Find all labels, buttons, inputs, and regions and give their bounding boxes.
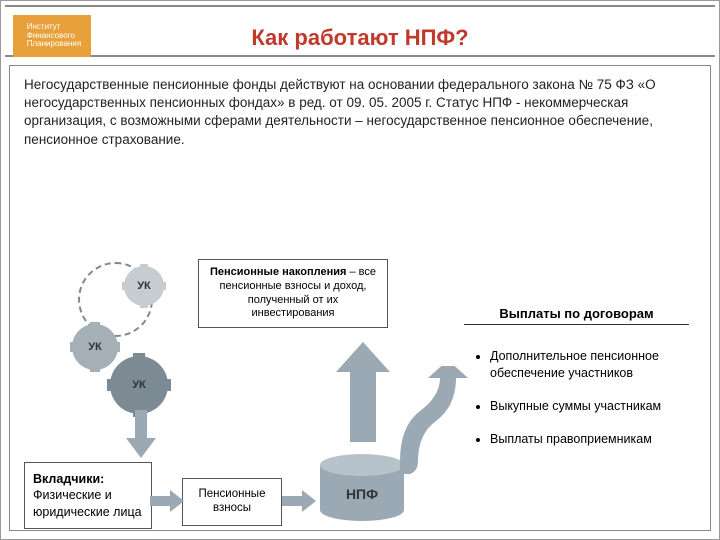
payouts-title: Выплаты по договорам [464, 306, 689, 325]
npf-cylinder: НПФ [320, 454, 404, 524]
cylinder-top [320, 454, 404, 476]
gear-uk-small: УК [124, 266, 164, 306]
investors-box: Вкладчики: Физические и юридические лица [24, 462, 152, 529]
npf-label: НПФ [320, 486, 404, 502]
header-strip: Институт Финансового Планирования Как ра… [5, 5, 715, 57]
contributions-box: Пенсионные взносы [182, 478, 282, 526]
arrow-right-small-icon [150, 490, 184, 512]
bullet-item: Выплаты правоприемникам [490, 431, 701, 448]
bullet-item: Дополнительное пенсионное обеспечение уч… [490, 348, 701, 382]
slide: Институт Финансового Планирования Как ра… [0, 0, 720, 540]
content-frame: Негосударственные пенсионные фонды дейст… [9, 65, 711, 531]
investors-rest: Физические и юридические лица [33, 488, 142, 518]
savings-box: Пенсионные накопления – все пенсионные в… [198, 259, 388, 328]
main-paragraph: Негосударственные пенсионные фонды дейст… [24, 76, 696, 149]
bullet-item: Выкупные суммы участникам [490, 398, 701, 415]
gear-uk-big: УК [110, 356, 168, 414]
investors-bold: Вкладчики: [33, 472, 104, 486]
arrow-down-icon [126, 410, 156, 458]
savings-bold: Пенсионные накопления [210, 266, 346, 278]
slide-title: Как работают НПФ? [5, 25, 715, 51]
gear-label: УК [88, 341, 102, 353]
payout-bullets: Дополнительное пенсионное обеспечение уч… [476, 348, 701, 464]
gear-uk-mid: УК [72, 324, 118, 370]
arrow-up-icon [336, 342, 390, 442]
gear-label: УК [137, 280, 151, 292]
arrow-curve-icon [400, 366, 470, 476]
gear-label: УК [132, 379, 146, 391]
arrow-right-small-icon [282, 490, 316, 512]
contributions-label: Пенсионные взносы [183, 488, 281, 516]
diagram: УК УК УК Пенсионные накопления – все пен… [24, 256, 696, 520]
